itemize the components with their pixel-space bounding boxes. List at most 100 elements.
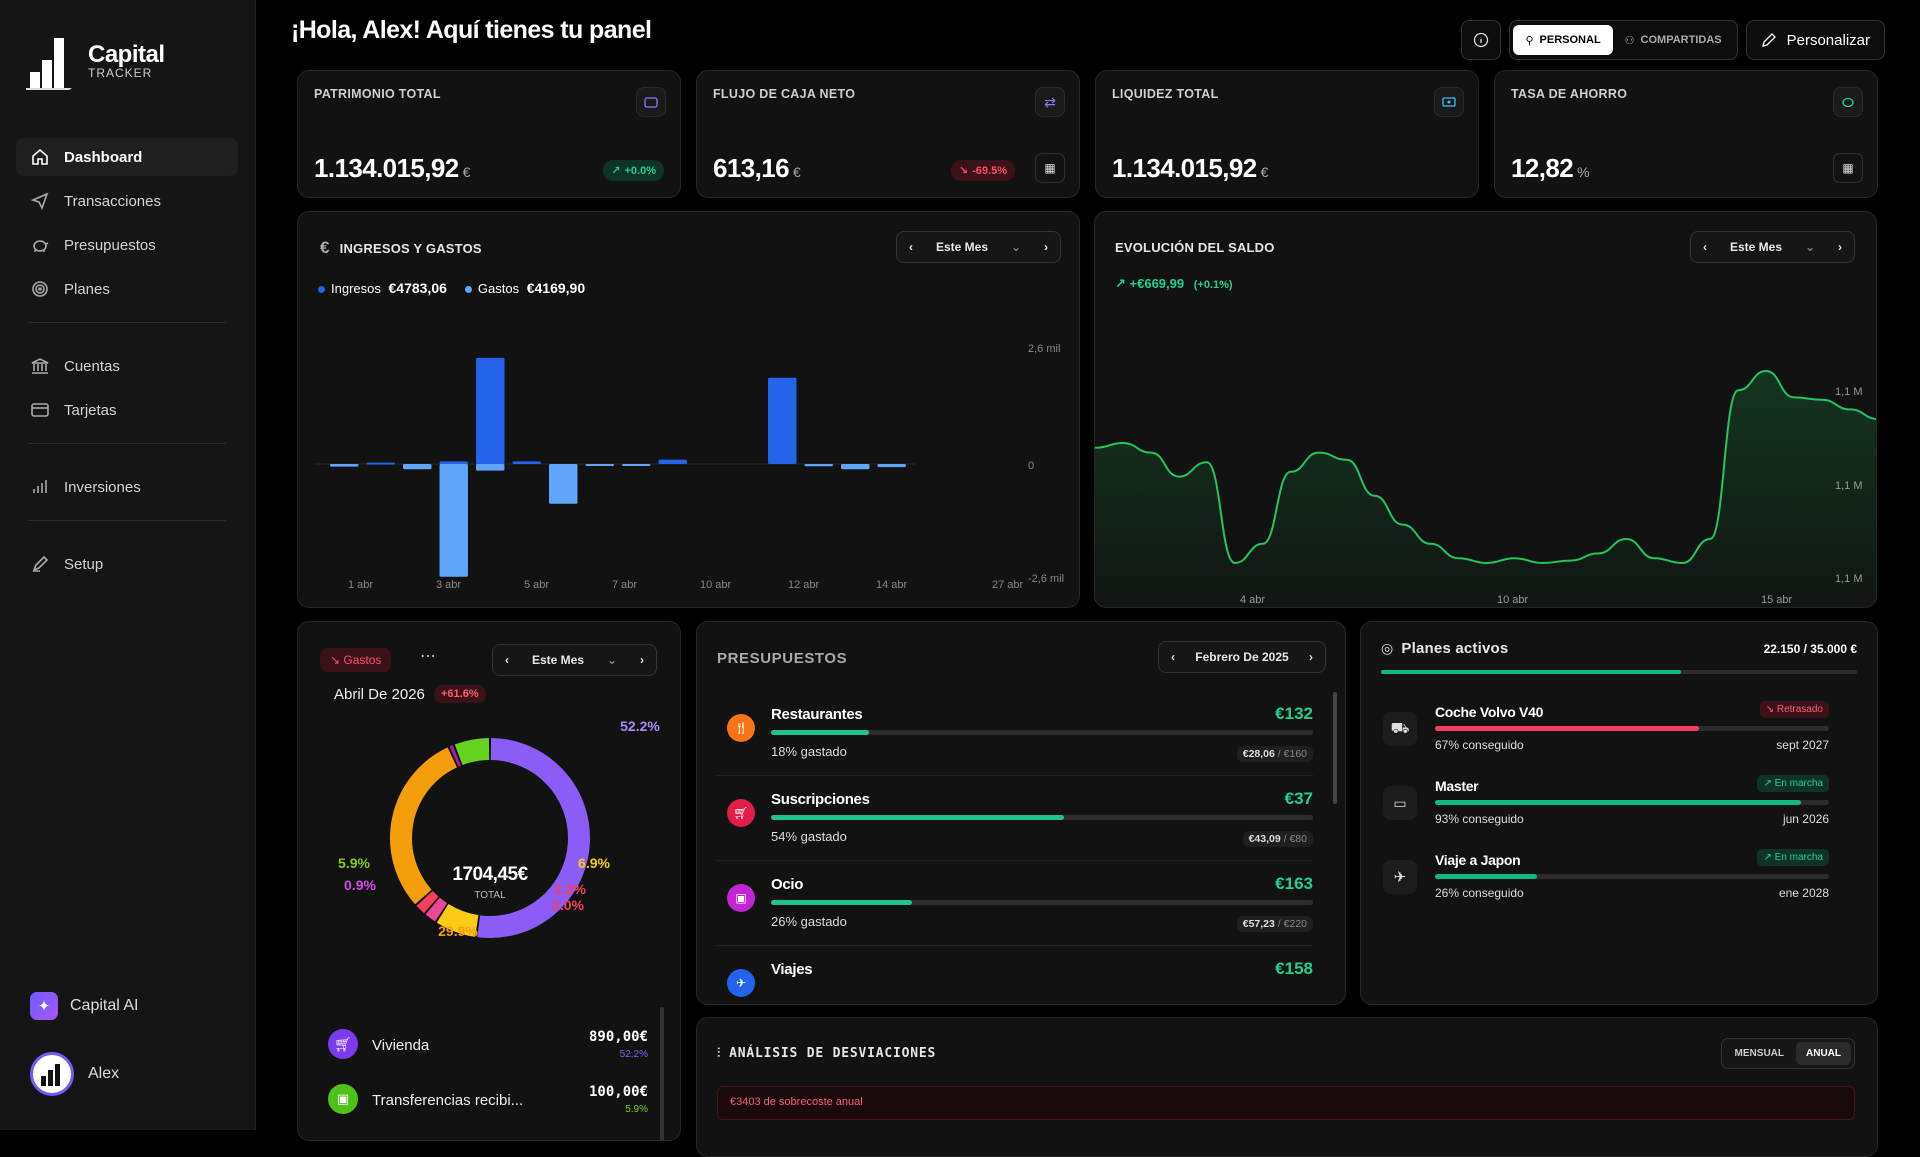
nav-dashboard[interactable]: Dashboard bbox=[16, 138, 238, 176]
nav-cuentas[interactable]: Cuentas bbox=[16, 347, 238, 385]
pen-icon bbox=[30, 554, 50, 574]
expense-bar[interactable] bbox=[841, 464, 869, 469]
monthly-tab[interactable]: MENSUAL bbox=[1725, 1042, 1794, 1065]
calendar-button[interactable]: ▦ bbox=[1833, 153, 1863, 183]
users-icon: ⚇ bbox=[1625, 34, 1635, 47]
more-icon[interactable]: ⋯ bbox=[420, 646, 436, 666]
budget-row[interactable]: ▣ Ocio €163 26% gastado €57,23 / €220 bbox=[717, 862, 1313, 946]
month-change-badge: +61.6% bbox=[434, 685, 486, 703]
expense-bar[interactable] bbox=[586, 464, 614, 466]
expenses-tag[interactable]: ↘ Gastos bbox=[320, 648, 391, 672]
scrollbar[interactable] bbox=[660, 1007, 664, 1141]
donut-slice[interactable] bbox=[433, 906, 441, 912]
budget-row[interactable]: 🍴︎ Restaurantes €132 18% gastado €28,06 … bbox=[717, 692, 1313, 776]
scrollbar[interactable] bbox=[1333, 692, 1337, 804]
y-tick-label: 0 bbox=[1028, 460, 1034, 472]
nav-planes[interactable]: Planes bbox=[16, 270, 238, 308]
expense-bar[interactable] bbox=[622, 464, 650, 466]
calendar-icon: ▦ bbox=[1842, 161, 1853, 175]
period-selector[interactable]: ‹Este Mes⌄› bbox=[1690, 231, 1855, 263]
plan-progress-text: 93% conseguido bbox=[1435, 812, 1524, 826]
plane-icon: ✈︎ bbox=[1383, 860, 1417, 894]
plan-row[interactable]: ⛟ Coche Volvo V40 ↘ Retrasado 67% conseg… bbox=[1383, 704, 1829, 764]
euro-icon: € bbox=[320, 238, 330, 258]
chevron-down-icon: ⌄ bbox=[1805, 240, 1815, 254]
app-name: Capital bbox=[88, 43, 165, 67]
nav-setup[interactable]: Setup bbox=[16, 545, 238, 583]
period-label: Este Mes bbox=[936, 240, 988, 254]
expense-bar[interactable] bbox=[878, 464, 906, 467]
nav-inversiones[interactable]: Inversiones bbox=[16, 468, 238, 506]
x-tick-label: 5 abr bbox=[524, 579, 549, 591]
plan-progress-text: 67% conseguido bbox=[1435, 738, 1524, 752]
personal-tab[interactable]: ⚲PERSONAL bbox=[1513, 25, 1612, 55]
nav-presupuestos[interactable]: Presupuestos bbox=[16, 226, 238, 264]
expenses-donut: 52.2%6.9%2.2%2.0%29.9%0.9%5.9% bbox=[298, 718, 681, 938]
category-row[interactable]: 🛒︎ Vivienda 890,00€ 52.2% bbox=[328, 1025, 648, 1065]
kpi-value: 12,82% bbox=[1511, 153, 1589, 184]
nav-label: Presupuestos bbox=[64, 237, 156, 254]
y-tick-label: -2,6 mil bbox=[1028, 573, 1064, 585]
category-row[interactable]: ▣ Transferencias recibi... 100,00€ 5.9% bbox=[328, 1080, 648, 1120]
customize-button[interactable]: Personalizar bbox=[1746, 20, 1885, 60]
chart-icon: ⫶ bbox=[717, 1046, 721, 1061]
plane-icon: ✈︎ bbox=[727, 969, 755, 997]
laptop-icon: ▭ bbox=[1383, 786, 1417, 820]
donut-slice[interactable] bbox=[459, 749, 489, 755]
next-icon[interactable]: › bbox=[1838, 240, 1842, 254]
nav-tarjetas[interactable]: Tarjetas bbox=[16, 391, 238, 429]
piggy-icon bbox=[30, 235, 50, 255]
period-selector[interactable]: ‹Este Mes⌄› bbox=[896, 231, 1061, 263]
budget-row[interactable]: ✈︎ Viajes €158 bbox=[717, 947, 1313, 1005]
category-amount: 100,00€ bbox=[589, 1084, 648, 1100]
donut-slice[interactable] bbox=[454, 755, 457, 756]
period-selector[interactable]: ‹Febrero De 2025› bbox=[1158, 641, 1326, 673]
calendar-button[interactable]: ▦ bbox=[1035, 153, 1065, 183]
plan-status-badge: ↘ Retrasado bbox=[1760, 701, 1829, 718]
app-logo[interactable]: Capital TRACKER bbox=[26, 32, 165, 90]
expense-bar[interactable] bbox=[440, 464, 468, 577]
period-selector[interactable]: ‹Este Mes⌄› bbox=[492, 644, 657, 676]
plan-row[interactable]: ▭ Master ↗ En marcha 93% conseguido jun … bbox=[1383, 778, 1829, 838]
annual-tab[interactable]: ANUAL bbox=[1796, 1042, 1851, 1065]
income-bar[interactable] bbox=[367, 463, 395, 465]
main-content: ¡Hola, Alex! Aquí tienes tu panel ⚲PERSO… bbox=[257, 0, 1920, 1130]
shared-tab[interactable]: ⚇COMPARTIDAS bbox=[1613, 25, 1734, 55]
x-tick-label: 10 abr bbox=[700, 579, 732, 591]
user-profile[interactable]: Alex bbox=[30, 1052, 119, 1096]
expense-bar[interactable] bbox=[549, 464, 577, 504]
income-bar[interactable] bbox=[476, 358, 504, 464]
wallet-icon: ▣ bbox=[328, 1084, 358, 1114]
budget-pct: 18% gastado bbox=[771, 744, 847, 759]
prev-icon[interactable]: ‹ bbox=[909, 240, 913, 254]
cash-icon bbox=[1434, 87, 1464, 117]
kpi-label: TASA DE AHORRO bbox=[1511, 87, 1627, 101]
info-button[interactable] bbox=[1461, 20, 1501, 60]
income-bar[interactable] bbox=[513, 461, 541, 464]
income-bar[interactable] bbox=[440, 461, 468, 464]
next-icon[interactable]: › bbox=[640, 653, 644, 667]
prev-icon[interactable]: ‹ bbox=[505, 653, 509, 667]
kpi-value: 613,16€ bbox=[713, 153, 800, 184]
user-icon: ⚲ bbox=[1525, 34, 1533, 47]
expense-bar[interactable] bbox=[403, 464, 431, 469]
income-expense-title: €INGRESOS Y GASTOS bbox=[320, 238, 482, 258]
income-bar[interactable] bbox=[768, 378, 796, 464]
category-name: Transferencias recibi... bbox=[372, 1092, 523, 1109]
cart-icon: 🛒︎ bbox=[328, 1029, 358, 1059]
income-bar[interactable] bbox=[659, 460, 687, 464]
expense-bar[interactable] bbox=[476, 464, 504, 471]
kpi-value: 1.134.015,92€ bbox=[1112, 153, 1268, 184]
budget-row[interactable]: 🛒︎ Suscripciones €37 54% gastado €43,09 … bbox=[717, 777, 1313, 861]
capital-ai-button[interactable]: ✦ Capital AI bbox=[30, 992, 138, 1020]
expense-bar[interactable] bbox=[330, 464, 358, 467]
next-icon[interactable]: › bbox=[1044, 240, 1048, 254]
pencil-icon bbox=[1761, 32, 1777, 48]
next-icon[interactable]: › bbox=[1309, 650, 1313, 664]
prev-icon[interactable]: ‹ bbox=[1171, 650, 1175, 664]
plan-row[interactable]: ✈︎ Viaje a Japon ↗ En marcha 26% consegu… bbox=[1383, 852, 1829, 912]
nav-transacciones[interactable]: Transacciones bbox=[16, 182, 238, 220]
expense-bar[interactable] bbox=[805, 464, 833, 466]
prev-icon[interactable]: ‹ bbox=[1703, 240, 1707, 254]
balance-card: EVOLUCIÓN DEL SALDO ‹Este Mes⌄› ↗ +€669,… bbox=[1094, 211, 1877, 608]
